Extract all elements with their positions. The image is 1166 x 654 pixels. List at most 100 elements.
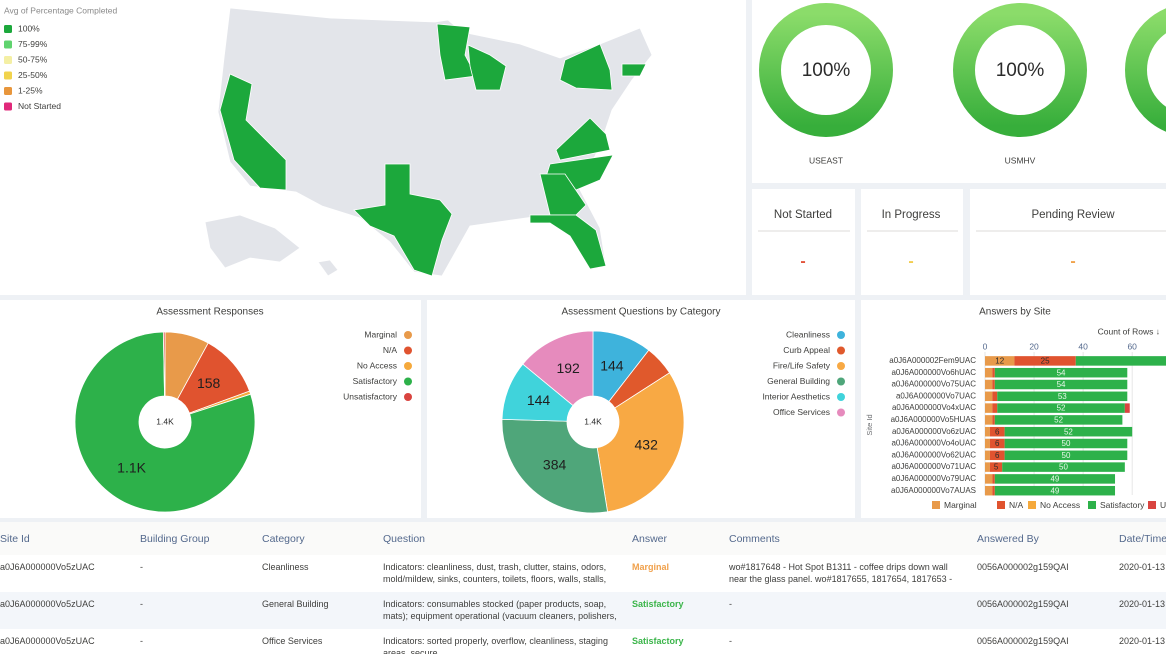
data-label: 192: [556, 360, 580, 376]
table-header-bg: [0, 522, 1166, 556]
legend-swatch: [1148, 501, 1156, 509]
column-header: Answer: [632, 533, 668, 545]
bar-segment: [985, 462, 990, 472]
x-tick-label: 0: [983, 341, 988, 351]
table-cell: a0J6A000000Vo5zUAC: [0, 636, 95, 646]
table-cell: 2020-01-13: [1119, 636, 1166, 646]
table-cell: 2020-01-13: [1119, 562, 1166, 572]
status-title: In Progress: [882, 209, 941, 221]
state: [467, 44, 507, 91]
bar-segment: [994, 474, 1116, 484]
legend-swatch: [4, 102, 12, 111]
status-title: Pending Review: [1031, 209, 1115, 221]
legend-dot: [837, 346, 845, 355]
gauge-ring: [759, 3, 893, 137]
y-tick-label: a0J6A000000Vo5HUAS: [891, 415, 976, 424]
legend-swatch: [4, 71, 12, 80]
legend-label: N/A: [1009, 500, 1024, 510]
data-label: 158: [197, 375, 221, 391]
legend-label: N/A: [383, 345, 398, 355]
legend-label: Curb Appeal: [783, 345, 830, 355]
state: [539, 173, 587, 216]
bar-segment: [1014, 356, 1076, 366]
legend-label: 25-50%: [18, 70, 48, 80]
legend-swatch: [4, 25, 12, 33]
donut-hole: [567, 396, 619, 448]
legend-label: Unsatisfactory: [1160, 500, 1166, 510]
table-cell: -: [729, 636, 732, 646]
data-label: 144: [527, 392, 551, 408]
y-tick-label: a0J6A000000Vo79UAC: [891, 474, 976, 483]
table-cell: -: [729, 599, 732, 609]
gauge-value: 100%: [802, 60, 851, 81]
table-row: [0, 592, 1166, 629]
bar-segment: [985, 485, 993, 496]
table-cell: wo#1817648 - Hot Spot B1311 - coffee dri…: [729, 562, 953, 584]
legend-label: 1-25%: [18, 85, 43, 95]
gauge-label: USMHV: [1005, 155, 1036, 165]
data-label: 50: [1062, 451, 1071, 460]
data-label: 6: [995, 427, 1000, 436]
bar-segment: [994, 367, 1128, 378]
bar-segment: [985, 450, 990, 461]
bar-segment: [992, 415, 995, 425]
data-table: Site Id Building Group Category Question Ans…: [0, 522, 1166, 654]
table-cell: 0056A000002g159QAI: [977, 636, 1069, 646]
legend-label: Satisfactory: [1100, 500, 1145, 510]
bar-segment: [994, 379, 1128, 390]
legend-title: Avg of Percentage Completed: [4, 5, 118, 15]
state: [219, 73, 287, 191]
bar-segment: [1004, 426, 1133, 437]
bar-segment: [994, 485, 1116, 496]
y-tick-label: a0J6A000000Vo71UAC: [891, 462, 976, 471]
column-header: Date/Time: [1119, 533, 1166, 545]
table-cell: 0056A000002g159QAI: [977, 562, 1069, 572]
legend-dot: [404, 362, 412, 370]
legend-dot: [837, 393, 845, 401]
bar-segment: [1004, 450, 1128, 461]
table-cell: a0J6A000000Vo5zUAC: [0, 562, 95, 572]
y-tick-label: a0J6A000000Vo7AUAS: [891, 486, 976, 495]
table-cell: Indicators: sorted properly, overflow, c…: [383, 636, 608, 654]
bar-segment: [985, 391, 993, 402]
bar-segment: [1075, 356, 1166, 366]
x-tick-label: 60: [1127, 341, 1137, 351]
data-label: 384: [543, 456, 567, 472]
dashboard-panels: Avg of Percentage Completed 100%75-99%50…: [0, 0, 1166, 518]
bar-segment: [985, 438, 990, 449]
data-label: 12: [995, 357, 1004, 366]
table-cell: a0J6A000000Vo5zUAC: [0, 599, 95, 609]
data-label: 52: [1057, 404, 1066, 413]
x-tick-label: 20: [1029, 341, 1039, 351]
bar-segment: [985, 379, 993, 390]
bar-segment: [992, 391, 998, 402]
legend-label: Marginal: [944, 500, 977, 510]
table-cell: -: [140, 562, 143, 572]
donut-hole: [139, 396, 191, 448]
table-cell: Indicators: cleanliness, dust, trash, cl…: [383, 562, 607, 584]
legend-dot: [837, 331, 845, 339]
data-label: 432: [635, 436, 659, 452]
status-value: -: [908, 253, 913, 270]
legend-label: General Building: [767, 376, 830, 386]
bar-segment: [985, 356, 1015, 366]
status-value: -: [1070, 253, 1075, 270]
data-label: 50: [1059, 463, 1068, 472]
legend-swatch: [1088, 501, 1096, 509]
table-cell: 2020-01-13: [1119, 599, 1166, 609]
y-tick-label: a0J6A000000Vo7UAC: [896, 391, 976, 400]
status-card: [861, 189, 963, 295]
table-cell: Satisfactory: [632, 636, 684, 646]
legend-label: 100%: [18, 23, 40, 33]
legend-swatch: [4, 56, 12, 64]
column-header: Comments: [729, 533, 780, 545]
table-cell: Marginal: [632, 562, 670, 572]
chart-title: Answers by Site: [979, 307, 1051, 318]
legend-dot: [404, 346, 412, 355]
legend-label: Fire/Life Safety: [773, 360, 831, 370]
legend-swatch: [997, 501, 1005, 509]
x-tick-label: 40: [1078, 341, 1088, 351]
state: [353, 163, 453, 277]
legend-dot: [404, 331, 412, 339]
